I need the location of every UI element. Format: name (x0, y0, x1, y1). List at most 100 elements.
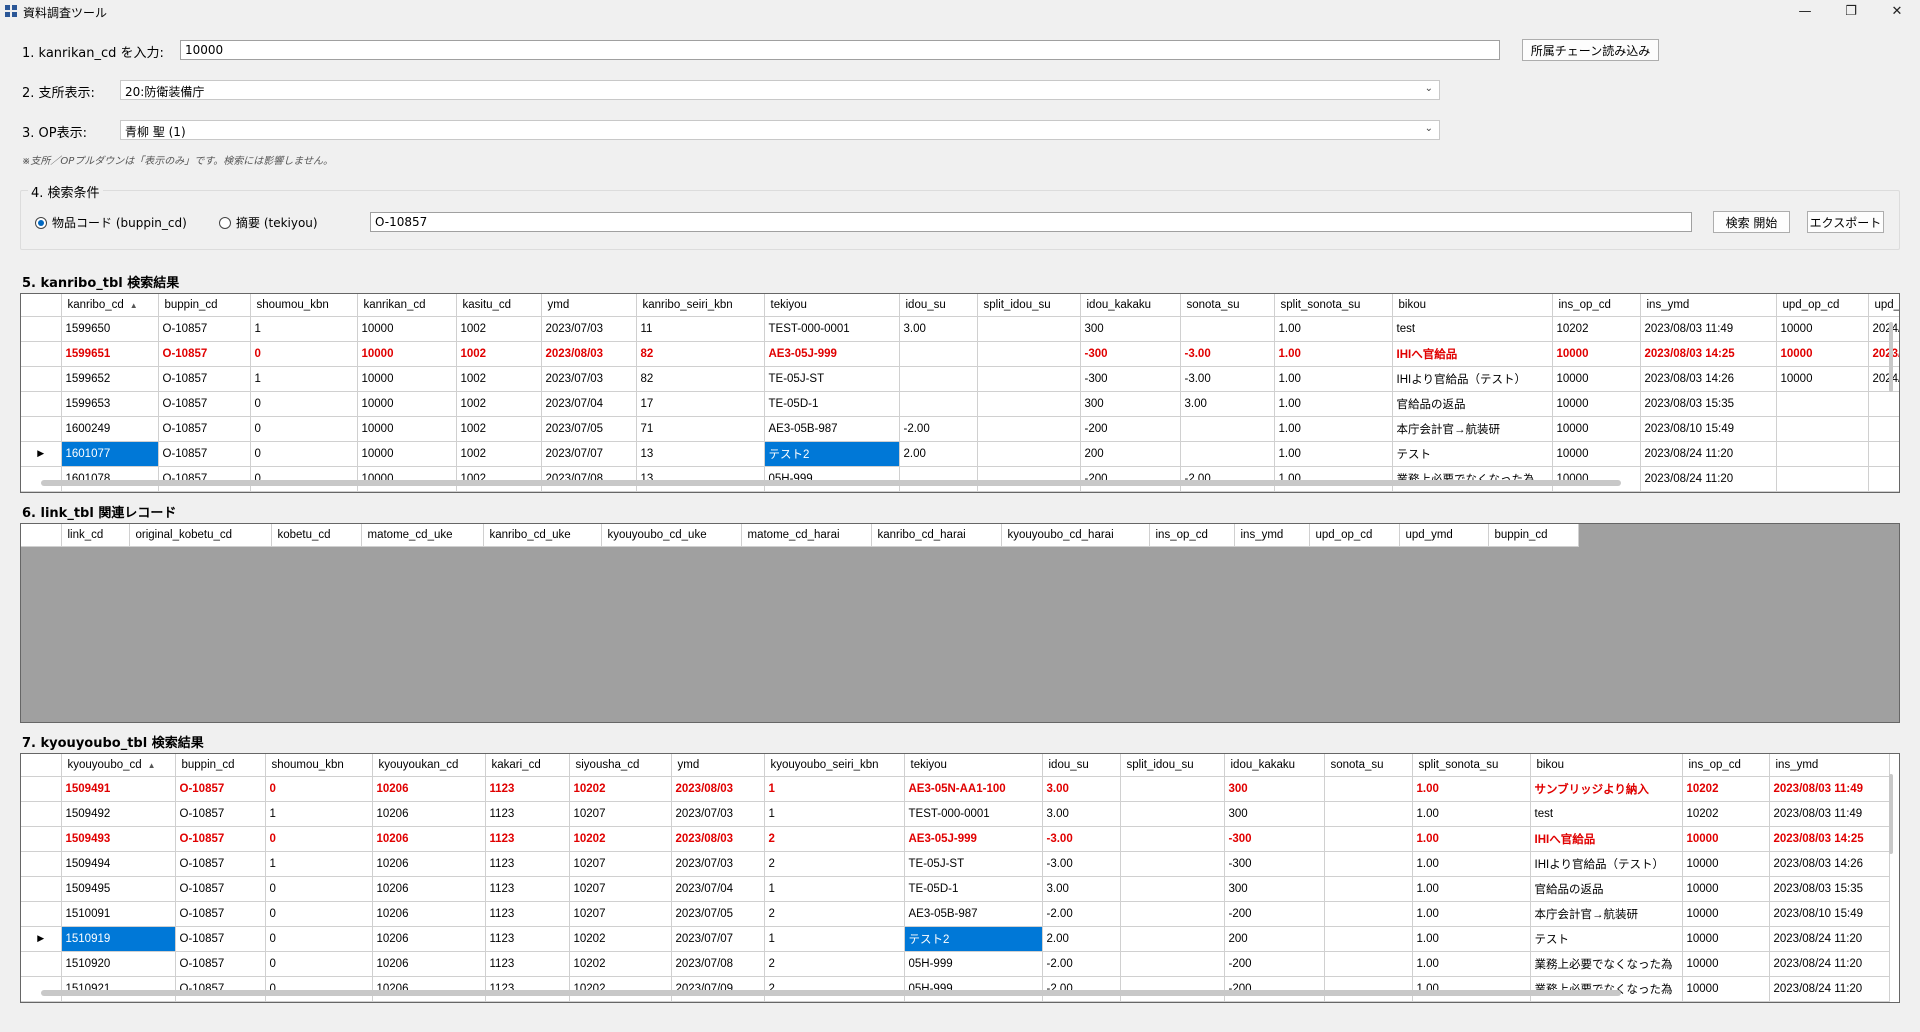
table-cell[interactable]: 10000 (1682, 826, 1770, 852)
table-cell[interactable]: 10000 (1552, 341, 1641, 367)
table-cell[interactable]: 10000 (1682, 926, 1770, 952)
table-cell[interactable]: 2023/07/03 (671, 801, 765, 827)
table-cell[interactable]: 0 (250, 416, 358, 442)
table-cell[interactable]: 1.00 (1274, 441, 1393, 467)
table-cell[interactable]: -200 (1080, 416, 1181, 442)
table-cell[interactable]: test (1392, 316, 1553, 342)
table-row[interactable]: 1600249 O-10857 0 10000 1002 2023/07/05 71 AE3-… (21, 416, 1899, 442)
table-cell[interactable]: 10000 (1552, 466, 1641, 492)
table-cell[interactable]: 2024/07/0 (1868, 366, 1899, 392)
table-cell[interactable]: 2 (764, 901, 905, 927)
row-header[interactable] (21, 976, 62, 1002)
table-cell[interactable]: -200 (1224, 951, 1325, 977)
radio-tekiyou[interactable]: 摘要 (tekiyou) (219, 214, 318, 231)
column-header-ins-op-cd[interactable]: ins_op_cd (1552, 294, 1641, 317)
table-cell[interactable]: 10206 (372, 851, 486, 877)
table-cell[interactable]: 2023/08/03 (671, 776, 765, 802)
table-row[interactable]: 1599650 O-10857 1 10000 1002 2023/07/03 11 TEST… (21, 316, 1899, 342)
table-cell[interactable] (899, 341, 978, 367)
table-cell[interactable]: 2023/07/03 (541, 316, 637, 342)
table-cell[interactable]: 2023/08/24 11:20 (1769, 951, 1890, 977)
table-cell[interactable]: TE-05D-1 (764, 391, 900, 417)
column-header-sonota-su[interactable]: sonota_su (1324, 754, 1413, 777)
table-cell[interactable]: 3.00 (1042, 876, 1121, 902)
table-cell[interactable]: 1 (764, 876, 905, 902)
table-cell[interactable]: 10206 (372, 951, 486, 977)
table-cell[interactable]: 2023/08/03 14:25 (1640, 341, 1777, 367)
table-cell[interactable]: 1601078 (61, 466, 159, 492)
table-cell[interactable]: 1123 (485, 801, 570, 827)
table-cell[interactable] (1868, 441, 1899, 467)
column-header-ins-ymd[interactable]: ins_ymd (1234, 524, 1310, 547)
table-cell[interactable] (899, 391, 978, 417)
row-header[interactable] (21, 416, 62, 442)
table-cell[interactable]: 1.00 (1274, 341, 1393, 367)
table-row[interactable]: 1599653 O-10857 0 10000 1002 2023/07/04 17 TE-0… (21, 391, 1899, 417)
table-cell[interactable]: サンブリッジより納入 (1530, 776, 1683, 802)
table-cell[interactable]: 05H-999 (764, 466, 900, 492)
column-header-sonota-su[interactable]: sonota_su (1180, 294, 1275, 317)
table-cell[interactable]: 10202 (569, 826, 672, 852)
column-header-kyouyoubo-cd-harai[interactable]: kyouyoubo_cd_harai (1001, 524, 1150, 547)
table-cell[interactable]: 0 (265, 876, 373, 902)
table-cell[interactable]: 1 (250, 316, 358, 342)
row-header[interactable]: ▶ (21, 926, 62, 952)
table-cell[interactable] (1324, 776, 1413, 802)
table-cell[interactable]: テスト2 (764, 441, 900, 467)
table-cell[interactable]: 2.00 (1042, 926, 1121, 952)
search-start-button[interactable]: 検索 開始 (1713, 211, 1790, 233)
column-header-upd-op-cd[interactable]: upd_op_cd (1776, 294, 1869, 317)
table-cell[interactable] (977, 341, 1081, 367)
column-header-siyousha-cd[interactable]: siyousha_cd (569, 754, 672, 777)
table-cell[interactable] (1868, 416, 1899, 442)
table-cell[interactable]: 1002 (456, 416, 542, 442)
column-header-kakari-cd[interactable]: kakari_cd (485, 754, 570, 777)
table-cell[interactable]: 11 (636, 316, 765, 342)
column-header-kanribo-cd[interactable]: kanribo_cd ▲ (61, 294, 159, 317)
table-cell[interactable]: 10000 (1552, 391, 1641, 417)
table-cell[interactable]: 1510921 (61, 976, 176, 1002)
table-cell[interactable] (977, 416, 1081, 442)
row-header[interactable] (21, 851, 62, 877)
table-cell[interactable]: 1510920 (61, 951, 176, 977)
table-cell[interactable]: -300 (1080, 366, 1181, 392)
table-cell[interactable]: 1.00 (1412, 926, 1531, 952)
table-cell[interactable]: -2.00 (1180, 466, 1275, 492)
kanrikan-input[interactable]: 10000 (180, 40, 1500, 60)
table-cell[interactable]: O-10857 (175, 926, 266, 952)
table-cell[interactable] (1120, 901, 1225, 927)
table-cell[interactable]: 05H-999 (904, 976, 1043, 1002)
column-header-bikou[interactable]: bikou (1530, 754, 1683, 777)
row-header[interactable] (21, 391, 62, 417)
table-cell[interactable]: O-10857 (158, 416, 251, 442)
table-row[interactable]: 1599651 O-10857 0 10000 1002 2023/08/03 82 AE3-… (21, 341, 1899, 367)
table-cell[interactable]: 1123 (485, 851, 570, 877)
column-header-tekiyou[interactable]: tekiyou (764, 294, 900, 317)
table-cell[interactable]: 1123 (485, 951, 570, 977)
table-cell[interactable] (1120, 976, 1225, 1002)
column-header-ymd[interactable]: ymd (671, 754, 765, 777)
table-cell[interactable]: O-10857 (175, 776, 266, 802)
table-cell[interactable] (899, 366, 978, 392)
table-row[interactable]: 1509493 O-10857 0 10206 1123 10202 2023/08/03 2… (21, 826, 1890, 852)
row-header[interactable] (21, 341, 62, 367)
table-cell[interactable]: -200 (1224, 976, 1325, 1002)
table-cell[interactable] (1120, 851, 1225, 877)
table-cell[interactable] (1120, 776, 1225, 802)
table-cell[interactable]: -3.00 (1180, 366, 1275, 392)
table-cell[interactable]: 1.00 (1412, 976, 1531, 1002)
column-header-idou-su[interactable]: idou_su (899, 294, 978, 317)
table-cell[interactable]: 2023/07/05 (541, 416, 637, 442)
table-cell[interactable]: 10000 (1776, 316, 1869, 342)
table-cell[interactable]: 10202 (1682, 776, 1770, 802)
table-cell[interactable]: 1.00 (1274, 316, 1393, 342)
horizontal-scrollbar[interactable] (41, 480, 1621, 486)
table-row[interactable]: ▶ 1601077 O-10857 0 10000 1002 2023/07/07 13 テスト… (21, 441, 1899, 467)
table-cell[interactable]: 10000 (1552, 441, 1641, 467)
table-cell[interactable] (977, 366, 1081, 392)
table-cell[interactable]: O-10857 (175, 826, 266, 852)
table-cell[interactable]: 0 (265, 776, 373, 802)
table-cell[interactable]: -2.00 (899, 416, 978, 442)
column-header-upd-op-cd[interactable]: upd_op_cd (1309, 524, 1400, 547)
table-cell[interactable]: 300 (1224, 801, 1325, 827)
